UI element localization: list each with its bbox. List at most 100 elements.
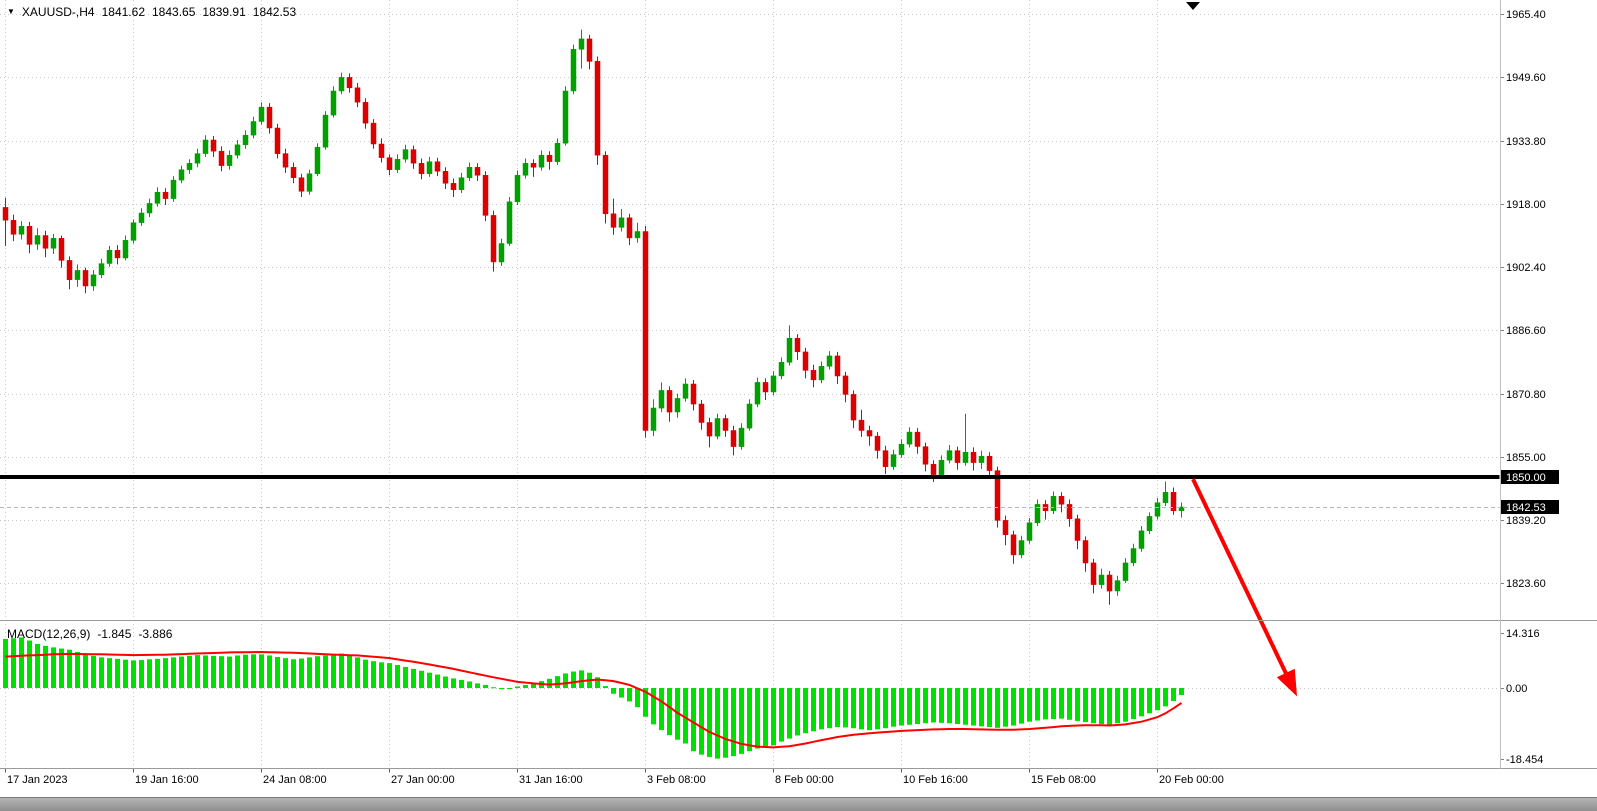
macd-signal-line xyxy=(5,650,1183,749)
macd-indicator-label: MACD(12,26,9) -1.845 -3.886 xyxy=(7,627,172,641)
horizontal-scrollbar[interactable] xyxy=(0,797,1597,811)
macd-histogram-bar xyxy=(387,663,392,688)
candle-body xyxy=(1122,562,1129,581)
candle-body xyxy=(450,183,457,190)
macd-pane xyxy=(3,637,1184,759)
macd-histogram-bar xyxy=(179,656,184,688)
macd-histogram-bar xyxy=(83,653,88,688)
candle-body xyxy=(218,150,225,166)
candle-body xyxy=(394,159,401,170)
macd-histogram-bar xyxy=(915,688,920,725)
trend-arrow-line[interactable] xyxy=(1191,478,1294,686)
macd-histogram-bar xyxy=(555,676,560,688)
candle-body xyxy=(922,446,929,465)
price-tick-label: 1839.20 xyxy=(1506,515,1546,527)
macd-histogram-bar xyxy=(747,688,752,752)
candle-body xyxy=(690,383,697,405)
chart-shift-marker[interactable] xyxy=(1186,2,1200,10)
candle-body xyxy=(10,220,17,235)
candle-body xyxy=(642,231,649,431)
candle-body xyxy=(1090,562,1097,585)
macd-histogram-bar xyxy=(811,688,816,732)
macd-histogram-bar xyxy=(355,657,360,688)
candle-body xyxy=(666,390,673,413)
candle-body xyxy=(50,238,57,249)
macd-histogram-bar xyxy=(475,683,480,688)
trend-arrow-head[interactable] xyxy=(1276,668,1297,697)
macd-histogram-bar xyxy=(203,655,208,688)
macd-histogram-bar xyxy=(1019,688,1024,724)
one-click-trading-toggle-icon[interactable]: ▼ xyxy=(7,7,15,16)
axes-layer[interactable]: 1965.40 1949.60 1933.80 1918.00 1902.40 1886.… xyxy=(0,0,1597,786)
macd-histogram-bar xyxy=(155,658,160,688)
candle-body xyxy=(514,175,521,203)
candle-body xyxy=(626,217,633,239)
macd-histogram-bar xyxy=(171,657,176,688)
candle-body xyxy=(930,463,937,475)
macd-histogram-bar xyxy=(923,688,928,724)
candle-body xyxy=(762,382,769,393)
macd-histogram-bar xyxy=(483,684,488,688)
macd-histogram-bar xyxy=(1139,688,1144,717)
candle-body xyxy=(890,454,897,467)
macd-histogram-bar xyxy=(859,688,864,730)
horizontal-line-1850[interactable] xyxy=(0,475,1500,479)
macd-histogram-bar xyxy=(139,660,144,688)
macd-histogram-bar xyxy=(331,654,336,688)
macd-histogram-bar xyxy=(363,659,368,688)
price-tick-label: 1855.00 xyxy=(1506,452,1546,464)
macd-histogram-bar xyxy=(491,687,496,689)
macd-histogram-bar xyxy=(419,670,424,688)
candle-body xyxy=(2,207,9,221)
macd-histogram-bar xyxy=(1155,688,1160,711)
candle-body xyxy=(1010,534,1017,556)
candle-body xyxy=(970,451,977,463)
candle-body xyxy=(130,222,137,241)
time-tick-label: 31 Jan 16:00 xyxy=(519,774,583,786)
candle-body xyxy=(866,430,873,437)
macd-histogram-bar xyxy=(595,677,600,688)
chart-objects-layer[interactable] xyxy=(0,2,1500,697)
candle-body xyxy=(34,235,41,245)
candle-body xyxy=(106,250,113,264)
ohlc-high-value: 1843.65 xyxy=(152,5,196,19)
macd-histogram-bar xyxy=(523,684,528,688)
candle-body xyxy=(962,451,969,463)
candle-body xyxy=(138,212,145,223)
candle-body xyxy=(826,355,833,367)
macd-histogram-bar xyxy=(75,651,80,688)
macd-histogram-bar xyxy=(1027,688,1032,722)
candle-body xyxy=(1178,506,1185,511)
macd-histogram-bar xyxy=(707,688,712,757)
candle-body xyxy=(1154,502,1161,517)
candle-body xyxy=(354,87,361,103)
macd-histogram-bar xyxy=(891,688,896,727)
candle-body xyxy=(410,149,417,164)
candle-body xyxy=(546,154,553,162)
candle-body xyxy=(842,375,849,395)
candle-body xyxy=(250,121,257,136)
macd-histogram-bar xyxy=(115,658,120,688)
candle-body xyxy=(978,455,985,463)
macd-histogram-bar xyxy=(515,686,520,688)
price-tick-label: 1918.00 xyxy=(1506,199,1546,211)
symbol-period-label: XAUUSD-,H4 xyxy=(21,5,95,19)
candle-body xyxy=(938,459,945,475)
candle-body xyxy=(570,49,577,92)
candle-body xyxy=(466,167,473,178)
macd-histogram-bar xyxy=(339,653,344,688)
candle-body xyxy=(858,419,865,431)
macd-histogram-bar xyxy=(1043,688,1048,720)
candle-body xyxy=(18,226,25,235)
candle-body xyxy=(850,394,857,421)
macd-histogram-bar xyxy=(347,655,352,688)
price-tick-label: 1823.60 xyxy=(1506,578,1546,590)
macd-histogram-bar xyxy=(123,659,128,688)
bid-price-label: 1842.53 xyxy=(1506,502,1546,514)
macd-histogram-bar xyxy=(291,659,296,688)
macd-histogram-bar xyxy=(211,655,216,688)
candle-body xyxy=(74,270,81,280)
